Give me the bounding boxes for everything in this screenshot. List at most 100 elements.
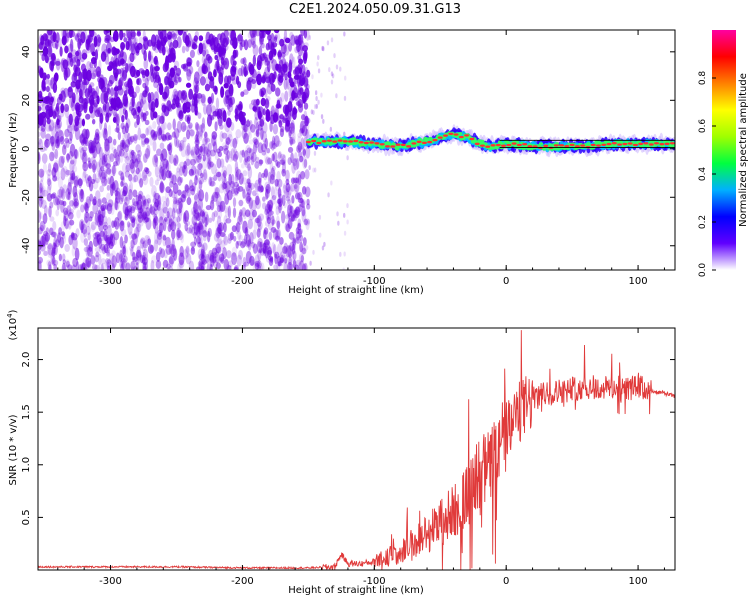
noise-speck [38, 123, 44, 132]
noise-speck [179, 176, 184, 183]
noise-speck [275, 215, 280, 228]
noise-speck [188, 88, 194, 100]
noise-speck [105, 251, 111, 257]
noise-speck [282, 36, 289, 42]
noise-speck [55, 60, 61, 66]
noise-speck [98, 158, 103, 169]
noise-speck [116, 68, 122, 75]
noise-speck [168, 255, 175, 265]
noise-speck [259, 36, 264, 43]
noise-speck [297, 132, 302, 139]
noise-speck [231, 246, 238, 257]
noise-speck [132, 256, 138, 262]
noise-speck [81, 262, 87, 270]
noise-speck [98, 170, 102, 179]
noise-speck [64, 128, 70, 138]
noise-speck [258, 177, 262, 186]
noise-speck [198, 35, 204, 42]
noise-speck [93, 141, 98, 152]
noise-speck [211, 131, 218, 140]
noise-speck [191, 41, 197, 49]
noise-speck [261, 172, 265, 179]
signal-peak [590, 143, 596, 147]
noise-speck [204, 76, 211, 85]
noise-speck [271, 153, 275, 162]
noise-speck [302, 263, 307, 270]
noise-speck [113, 161, 118, 167]
noise-speck [82, 156, 87, 169]
noise-speck [274, 178, 279, 187]
noise-speck [136, 114, 140, 126]
noise-speck [121, 189, 127, 197]
noise-speck [259, 30, 266, 33]
snr-marks [38, 330, 675, 570]
noise-speck [111, 46, 117, 56]
noise-speck [176, 167, 180, 173]
noise-speck [193, 194, 198, 201]
noise-speck [138, 193, 142, 201]
noise-speck [135, 167, 140, 175]
noise-speck [99, 185, 105, 193]
noise-speck [79, 147, 85, 160]
noise-speck [47, 162, 52, 173]
noise-speck [330, 71, 334, 77]
noise-speck [87, 260, 92, 269]
noise-speck [284, 37, 291, 44]
noise-speck [220, 86, 225, 98]
noise-speck [288, 59, 293, 73]
noise-speck [255, 195, 260, 206]
noise-speck [206, 149, 212, 161]
noise-speck [45, 227, 49, 234]
noise-speck [124, 164, 131, 173]
noise-speck [283, 262, 288, 270]
noise-speck [193, 236, 198, 246]
noise-speck [162, 91, 168, 100]
noise-speck [81, 146, 88, 152]
noise-speck [258, 45, 263, 56]
noise-speck [210, 197, 215, 210]
noise-speck [40, 195, 44, 205]
noise-speck [182, 102, 188, 114]
noise-speck [119, 259, 124, 269]
noise-speck [117, 210, 123, 222]
noise-speck [293, 84, 298, 94]
noise-speck [191, 226, 196, 236]
noise-speck [131, 94, 135, 108]
noise-speck [130, 238, 135, 249]
noise-speck [181, 140, 187, 150]
noise-speck [40, 170, 44, 183]
noise-speck [228, 84, 234, 95]
noise-speck [38, 151, 41, 161]
noise-speck [280, 168, 285, 174]
noise-speck [326, 40, 330, 46]
noise-speck [256, 240, 263, 253]
noise-speck [161, 95, 167, 102]
noise-speck [84, 256, 90, 270]
noise-speck [267, 199, 274, 212]
noise-speck [89, 193, 94, 202]
noise-speck [136, 171, 142, 184]
noise-speck [142, 266, 147, 270]
noise-speck [100, 80, 106, 93]
noise-speck [135, 251, 142, 261]
noise-speck [276, 99, 281, 109]
noise-speck [119, 249, 123, 263]
noise-speck [288, 62, 293, 74]
spectrogram-x-label: Height of straight line (km) [288, 285, 424, 296]
noise-speck [148, 124, 153, 134]
noise-speck [180, 121, 187, 133]
noise-speck [268, 204, 272, 211]
noise-speck [152, 111, 158, 119]
noise-speck [126, 162, 131, 172]
noise-speck [208, 217, 213, 223]
noise-speck [291, 237, 297, 244]
noise-speck [120, 122, 125, 130]
noise-speck [210, 163, 217, 175]
noise-speck [111, 220, 115, 228]
noise-speck [259, 115, 265, 126]
noise-speck [272, 228, 278, 240]
noise-speck [52, 31, 57, 43]
noise-speck [116, 144, 123, 157]
noise-speck [228, 260, 233, 268]
noise-speck [178, 259, 185, 269]
